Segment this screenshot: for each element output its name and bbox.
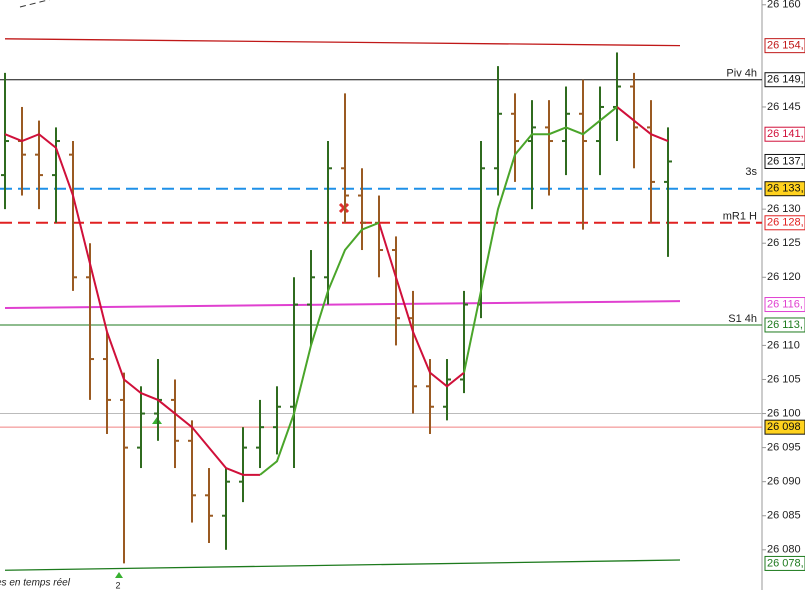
band-line <box>4 300 681 309</box>
band-line <box>4 38 681 47</box>
drawing-line <box>19 0 51 8</box>
level-label: Piv 4h <box>726 68 757 80</box>
price-tag <box>764 181 805 197</box>
price-tag-label: 26 113, <box>767 319 803 331</box>
y-tick-label: 26 120 <box>767 271 801 283</box>
y-tick-label: 26 080 <box>767 544 801 556</box>
price-tag-label: 26 116, <box>767 298 803 310</box>
signal-count: 2 <box>115 580 120 590</box>
price-tag-label: 26 137, <box>767 155 804 167</box>
level-label: S1 4h <box>728 313 757 325</box>
price-tag-label: 26 128, <box>767 217 804 229</box>
price-tag <box>764 555 805 571</box>
y-tick-label: 26 130 <box>767 203 801 215</box>
moving-average <box>259 106 618 476</box>
price-tag-label: 26 141, <box>767 128 804 140</box>
y-tick-label: 26 085 <box>767 510 801 522</box>
price-tag <box>764 317 805 333</box>
band-line <box>4 559 681 571</box>
price-tag-label: 26 154, <box>767 40 804 52</box>
y-tick-label: 26 125 <box>767 237 801 249</box>
price-tag-label: 26 133, <box>767 183 804 195</box>
price-tag-label: 26 098 <box>767 421 801 433</box>
moving-average <box>4 106 669 476</box>
price-tag <box>764 153 805 169</box>
footer-note: es en temps réel <box>0 578 71 589</box>
price-tag <box>764 419 805 435</box>
price-tag-label: 26 149, <box>767 74 804 86</box>
price-tag <box>764 215 805 231</box>
y-tick-label: 26 145 <box>767 101 801 113</box>
y-tick-label: 26 105 <box>767 373 801 385</box>
price-tag <box>764 72 805 88</box>
price-tag-label: 26 078, <box>767 557 804 569</box>
timer-label: 3s <box>745 166 757 178</box>
price-tag <box>764 38 805 54</box>
price-tag <box>764 297 805 313</box>
price-tag <box>764 126 805 142</box>
y-tick-label: 26 110 <box>767 339 800 351</box>
y-tick-label: 26 160 <box>767 0 801 11</box>
y-tick-label: 26 095 <box>767 442 801 454</box>
y-tick-label: 26 090 <box>767 476 801 488</box>
y-tick-label: 26 100 <box>767 407 801 419</box>
level-label: mR1 H <box>723 211 757 223</box>
